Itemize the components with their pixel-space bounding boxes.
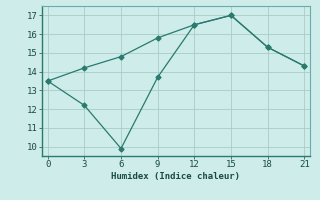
- X-axis label: Humidex (Indice chaleur): Humidex (Indice chaleur): [111, 172, 241, 181]
